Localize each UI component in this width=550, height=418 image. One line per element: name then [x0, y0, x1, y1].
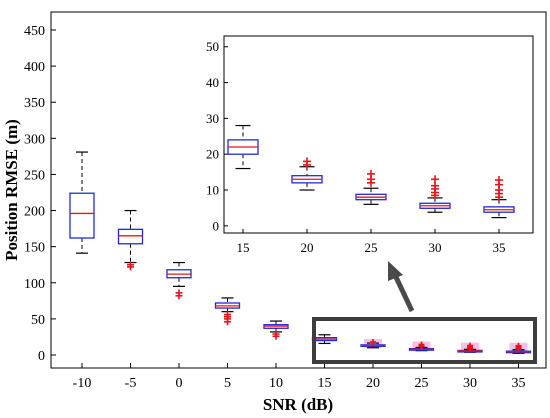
- main-x-ticks: -10 -5 0 5 10 15 20 25 30 35: [73, 363, 526, 391]
- inset-box-35-outlier-5: [495, 175, 503, 184]
- main-box-0: [166, 261, 192, 300]
- inset-y-tick-label-50: 50: [206, 39, 219, 54]
- main-y-tick-label-300: 300: [24, 132, 45, 147]
- inset-y-tick-label-40: 40: [206, 75, 219, 90]
- main-x-tick-label-35: 35: [512, 376, 526, 391]
- main-x-tick-label-10: 10: [269, 376, 283, 391]
- inset-box-30: [419, 175, 451, 213]
- zoom-arrow: [388, 261, 415, 313]
- main-boxes: [69, 151, 532, 354]
- main-box-20: [360, 339, 386, 349]
- inset-x-tick-label-35: 35: [493, 240, 506, 255]
- inset-box-25: [355, 169, 387, 205]
- inset-boxes: [227, 124, 515, 219]
- main-box--5-iqr-box: [117, 228, 144, 245]
- zoom-arrow-shaft: [392, 273, 415, 313]
- inset-y-tick-label-30: 30: [206, 111, 219, 126]
- inset-box-25-outlier-3: [367, 169, 375, 178]
- inset-y-tick-label-0: 0: [213, 218, 220, 233]
- main-x-tick-label-5: 5: [224, 376, 231, 391]
- main-x-tick-label-25: 25: [415, 376, 429, 391]
- main-y-ticks: 0 50 100 150 200 250 300 350 400 450: [24, 24, 56, 364]
- main-x-tick-label-20: 20: [366, 376, 380, 391]
- inset-x-tick-label-15: 15: [237, 240, 250, 255]
- main-y-tick-label-150: 150: [24, 241, 45, 256]
- zoom-region-frame: [312, 317, 537, 364]
- inset-box-30-outlier-5: [431, 175, 439, 184]
- main-y-tick-label-450: 450: [24, 24, 45, 39]
- main-x-tick-label-0: 0: [176, 376, 183, 391]
- main-x-tick-label--10: -10: [73, 376, 92, 391]
- main-box--10: [69, 151, 95, 254]
- inset-box-20-outlier-2: [303, 157, 311, 166]
- main-x-tick-label-30: 30: [463, 376, 477, 391]
- x-axis-label: SNR (dB): [263, 395, 333, 414]
- main-box-10-outlier-2: [272, 330, 280, 338]
- main-box-10: [263, 320, 289, 340]
- inset-x-ticks: 15 20 25 30 35: [237, 229, 506, 255]
- main-y-tick-label-250: 250: [24, 168, 45, 183]
- main-box-25: [408, 341, 435, 352]
- inset-y-tick-label-20: 20: [206, 147, 219, 162]
- inset-y-ticks: 0 10 20 30 40 50: [206, 39, 228, 233]
- zoom-arrow-head: [388, 261, 403, 281]
- main-box-25-outlier-3: [418, 341, 425, 348]
- inset-plot-area: [223, 35, 534, 234]
- inset-box-15: [227, 124, 259, 170]
- main-y-tick-label-200: 200: [24, 205, 45, 220]
- inset-x-tick-label-20: 20: [301, 240, 314, 255]
- main-box--10-iqr-box: [69, 192, 95, 239]
- main-box-5-outlier-4: [224, 311, 231, 319]
- main-box--5: [117, 209, 144, 271]
- inset-x-tick-label-30: 30: [429, 240, 442, 255]
- main-y-tick-label-350: 350: [24, 96, 45, 111]
- main-x-tick-label-15: 15: [318, 376, 332, 391]
- main-box-5: [214, 297, 241, 326]
- main-y-tick-label-50: 50: [31, 313, 45, 328]
- inset-y-tick-label-10: 10: [206, 183, 219, 198]
- main-box-0-outlier-2: [175, 289, 183, 297]
- inset-box-20: [291, 157, 323, 191]
- main-box-20-outlier-2: [370, 339, 376, 345]
- main-y-tick-label-400: 400: [24, 60, 45, 75]
- main-x-tick-label--5: -5: [125, 376, 137, 391]
- y-axis-label: Position RMSE (m): [2, 119, 21, 261]
- main-box-30-outlier-5: [467, 342, 473, 349]
- main-box-30: [457, 342, 483, 353]
- main-y-tick-label-100: 100: [24, 277, 45, 292]
- main-box--5-outlier-2: [127, 261, 134, 269]
- inset-x-tick-label-25: 25: [365, 240, 378, 255]
- main-box-35: [505, 342, 532, 354]
- main-box-35-outlier-5: [515, 342, 522, 349]
- main-y-tick-label-0: 0: [38, 349, 45, 364]
- inset-box-35: [483, 175, 515, 219]
